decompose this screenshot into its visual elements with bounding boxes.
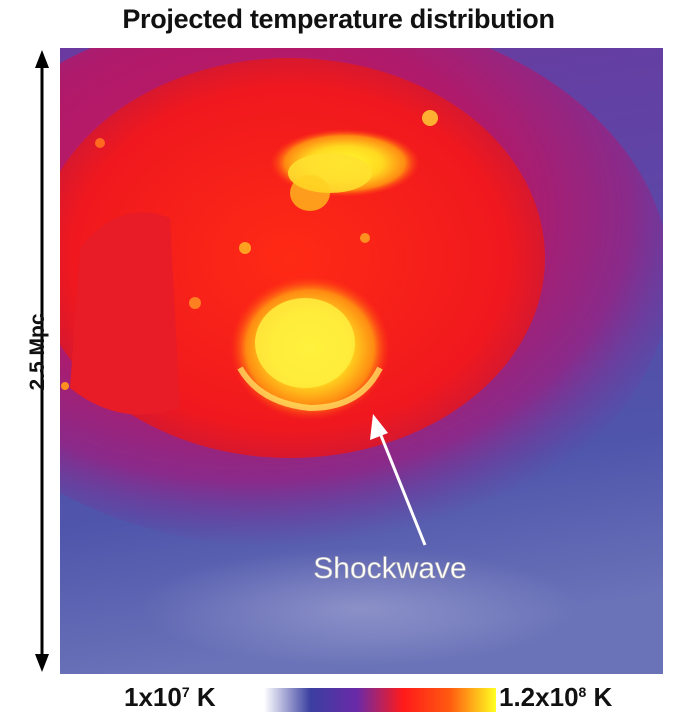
- shockwave-annotation: Shockwave: [313, 552, 466, 585]
- figure-title: Projected temperature distribution: [122, 4, 555, 34]
- colorbar-gradient: [264, 688, 496, 712]
- scale-bar-arrow: [35, 50, 49, 672]
- colorbar-min-label: 1x107 K: [124, 682, 216, 712]
- colorbar-max-label: 1.2x108 K: [499, 682, 613, 712]
- scale-bar-label: 2.5 Mpc: [26, 313, 49, 391]
- temperature-map-image: Shockwave: [60, 48, 663, 674]
